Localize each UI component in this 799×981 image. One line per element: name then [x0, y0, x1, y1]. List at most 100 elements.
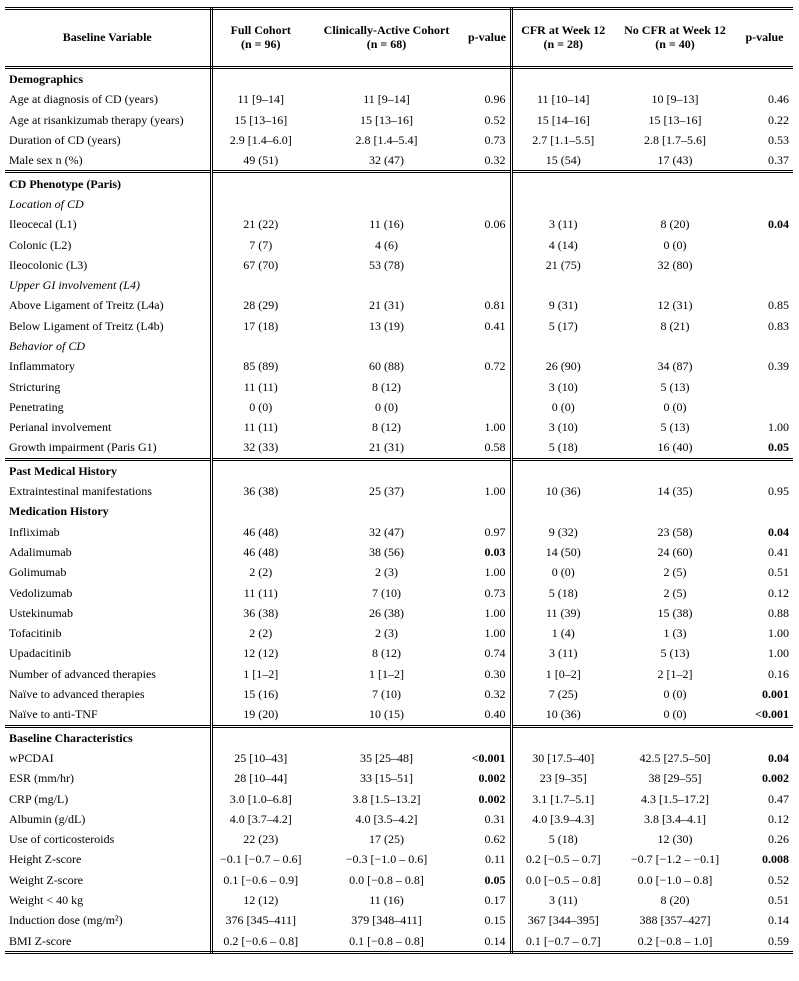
- table-row: CRP (mg/L) 3.0 [1.0–6.8] 3.8 [1.5–13.2] 0.0…: [5, 788, 793, 809]
- cell-no-cfr-week-12: 42.5 [27.5–50]: [639, 750, 711, 765]
- cell-pvalue-cohorts: 0.72: [464, 356, 513, 377]
- cell-pvalue-cfr: 1.00: [768, 626, 789, 641]
- section-row: Demographics: [5, 66, 793, 90]
- cell-pvalue-cohorts: 0.40: [464, 704, 513, 726]
- cell-cfr-week-12: 9 (32): [548, 524, 578, 539]
- cell-no-cfr-week-12: 32 (80): [657, 257, 693, 272]
- cell-pvalue-cohorts: 0.06: [464, 214, 513, 235]
- cell-cfr-week-12: [511, 724, 614, 748]
- cell-active-cohort: 3.8 [1.5–13.2]: [352, 791, 421, 806]
- cell-pvalue-cfr: 0.16: [768, 666, 789, 681]
- section-title: Baseline Characteristics: [5, 724, 213, 748]
- cell-cfr-week-12: 5 (18): [548, 440, 578, 455]
- cell-active-cohort: 17 (25): [369, 832, 404, 847]
- cell-pvalue-cfr: 0.04: [768, 217, 789, 232]
- row-label: Perianal involvement: [5, 417, 213, 438]
- cell-active-cohort: [309, 66, 464, 90]
- table-row: Tofacitinib 2 (2) 2 (3) 1.00 1 (4) 1 (3) 1.00: [5, 623, 793, 644]
- cell-full-cohort: 15 [13–16]: [234, 112, 288, 127]
- table-row: Ileocecal (L1) 21 (22) 11 (16) 0.06 3 (11) 8 …: [5, 214, 793, 235]
- cell-cfr-week-12: 0 (0): [551, 565, 575, 580]
- table-row: Infliximab 46 (48) 32 (47) 0.97 9 (32) 23 (58…: [5, 521, 793, 542]
- cell-cfr-week-12: 1 [0–2]: [545, 666, 581, 681]
- cell-no-cfr-week-12: 10 [9–13]: [651, 92, 699, 107]
- header-pvalue-cohorts: p-value: [464, 7, 513, 69]
- cell-pvalue-cohorts: [464, 274, 513, 296]
- table-row: Upadacitinib 12 (12) 8 (12) 0.74 3 (11) 5 (13…: [5, 643, 793, 664]
- cell-pvalue-cfr: 0.002: [762, 771, 789, 786]
- table-row: Above Ligament of Treitz (L4a) 28 (29) 21 …: [5, 295, 793, 316]
- cell-no-cfr-week-12: [614, 336, 736, 356]
- cell-full-cohort: 2.9 [1.4–6.0]: [229, 133, 292, 148]
- cell-no-cfr-week-12: [614, 170, 736, 194]
- cell-no-cfr-week-12: 17 (43): [657, 153, 693, 168]
- table-row: Colonic (L2) 7 (7) 4 (6) 4 (14) 0 (0): [5, 234, 793, 255]
- cell-full-cohort: 11 (11): [243, 420, 278, 435]
- row-label: Inflammatory: [5, 356, 213, 377]
- cell-cfr-week-12: 0.1 [−0.7 – 0.7]: [511, 930, 614, 954]
- row-label: Ileocolonic (L3): [5, 254, 213, 275]
- cell-full-cohort: 0.1 [−0.6 – 0.9]: [223, 872, 299, 887]
- cell-active-cohort: 7 (10): [372, 585, 401, 600]
- cell-pvalue-cfr: [736, 275, 793, 295]
- row-label: Naïve to anti-TNF: [5, 704, 213, 726]
- cell-pvalue-cohorts: 0.14: [464, 930, 513, 954]
- row-label: Penetrating: [5, 396, 213, 418]
- cell-active-cohort: 21 (31): [369, 298, 404, 313]
- header-pvalue-cfr: p-value: [736, 7, 793, 69]
- cell-active-cohort: 32 (47): [369, 524, 404, 539]
- cell-pvalue-cohorts: 1.00: [464, 623, 513, 644]
- section-title: CD Phenotype (Paris): [5, 170, 213, 194]
- row-label: Height Z-score: [5, 849, 213, 870]
- cell-cfr-week-12: 3 (10): [548, 420, 578, 435]
- row-label: Growth impairment (Paris G1): [5, 437, 213, 460]
- table-row: Induction dose (mg/m²) 376 [345–411] 379 […: [5, 910, 793, 931]
- cell-pvalue-cohorts: [464, 170, 513, 194]
- cell-no-cfr-week-12: 2 [1–2]: [657, 666, 693, 681]
- cell-active-cohort: [309, 170, 464, 194]
- cell-full-cohort: [211, 336, 309, 356]
- cell-pvalue-cfr: 0.008: [762, 852, 789, 867]
- cell-full-cohort: 12 (12): [243, 893, 279, 908]
- cell-active-cohort: 33 [15–51]: [360, 771, 413, 786]
- row-label: Upadacitinib: [5, 643, 213, 664]
- cell-active-cohort: [309, 724, 464, 748]
- cell-pvalue-cohorts: 0.002: [464, 768, 513, 789]
- row-label: Duration of CD (years): [5, 129, 213, 151]
- cell-pvalue-cohorts: 0.52: [464, 109, 513, 130]
- cell-no-cfr-week-12: 8 (20): [660, 217, 690, 232]
- cell-full-cohort: [211, 501, 309, 521]
- row-label: ESR (mm/hr): [5, 768, 213, 789]
- cell-pvalue-cfr: 0.04: [768, 750, 789, 765]
- cell-pvalue-cohorts: [464, 457, 513, 481]
- cell-pvalue-cohorts: 0.002: [464, 788, 513, 809]
- cell-no-cfr-week-12: 5 (13): [660, 420, 690, 435]
- row-label: Induction dose (mg/m²): [5, 910, 213, 931]
- cell-no-cfr-week-12: 14 (35): [657, 484, 693, 499]
- section-row: Baseline Characteristics: [5, 724, 793, 748]
- cell-active-cohort: 13 (19): [369, 318, 404, 333]
- cell-active-cohort: [309, 501, 464, 521]
- cell-full-cohort: [211, 66, 309, 90]
- cell-pvalue-cohorts: 0.32: [464, 150, 513, 172]
- cell-pvalue-cfr: 0.88: [768, 605, 789, 620]
- cell-full-cohort: 11 (11): [243, 379, 278, 394]
- table-row: Weight < 40 kg 12 (12) 11 (16) 0.17 3 (11) 8 …: [5, 889, 793, 911]
- cell-full-cohort: [211, 457, 309, 481]
- cell-pvalue-cohorts: 0.05: [464, 869, 513, 890]
- cell-pvalue-cfr: 0.04: [768, 524, 789, 539]
- cell-no-cfr-week-12: 34 (87): [657, 359, 693, 374]
- cell-cfr-week-12: 10 (36): [545, 707, 581, 722]
- cell-cfr-week-12: [511, 501, 614, 521]
- table-row: Penetrating 0 (0) 0 (0) 0 (0) 0 (0): [5, 396, 793, 418]
- cell-active-cohort: 8 (12): [372, 379, 401, 394]
- table-row: Albumin (g/dL) 4.0 [3.7–4.2] 4.0 [3.5–4.2]…: [5, 808, 793, 829]
- cell-cfr-week-12: 15 (54): [545, 153, 581, 168]
- cell-no-cfr-week-12: 388 [357–427]: [639, 913, 711, 928]
- cell-pvalue-cohorts: 0.30: [464, 663, 513, 684]
- subsection-row: Behavior of CD: [5, 335, 793, 357]
- cell-pvalue-cohorts: [464, 376, 513, 397]
- cell-pvalue-cfr: 0.83: [768, 318, 789, 333]
- section-title: Demographics: [5, 66, 213, 90]
- row-label: Age at diagnosis of CD (years): [5, 89, 213, 110]
